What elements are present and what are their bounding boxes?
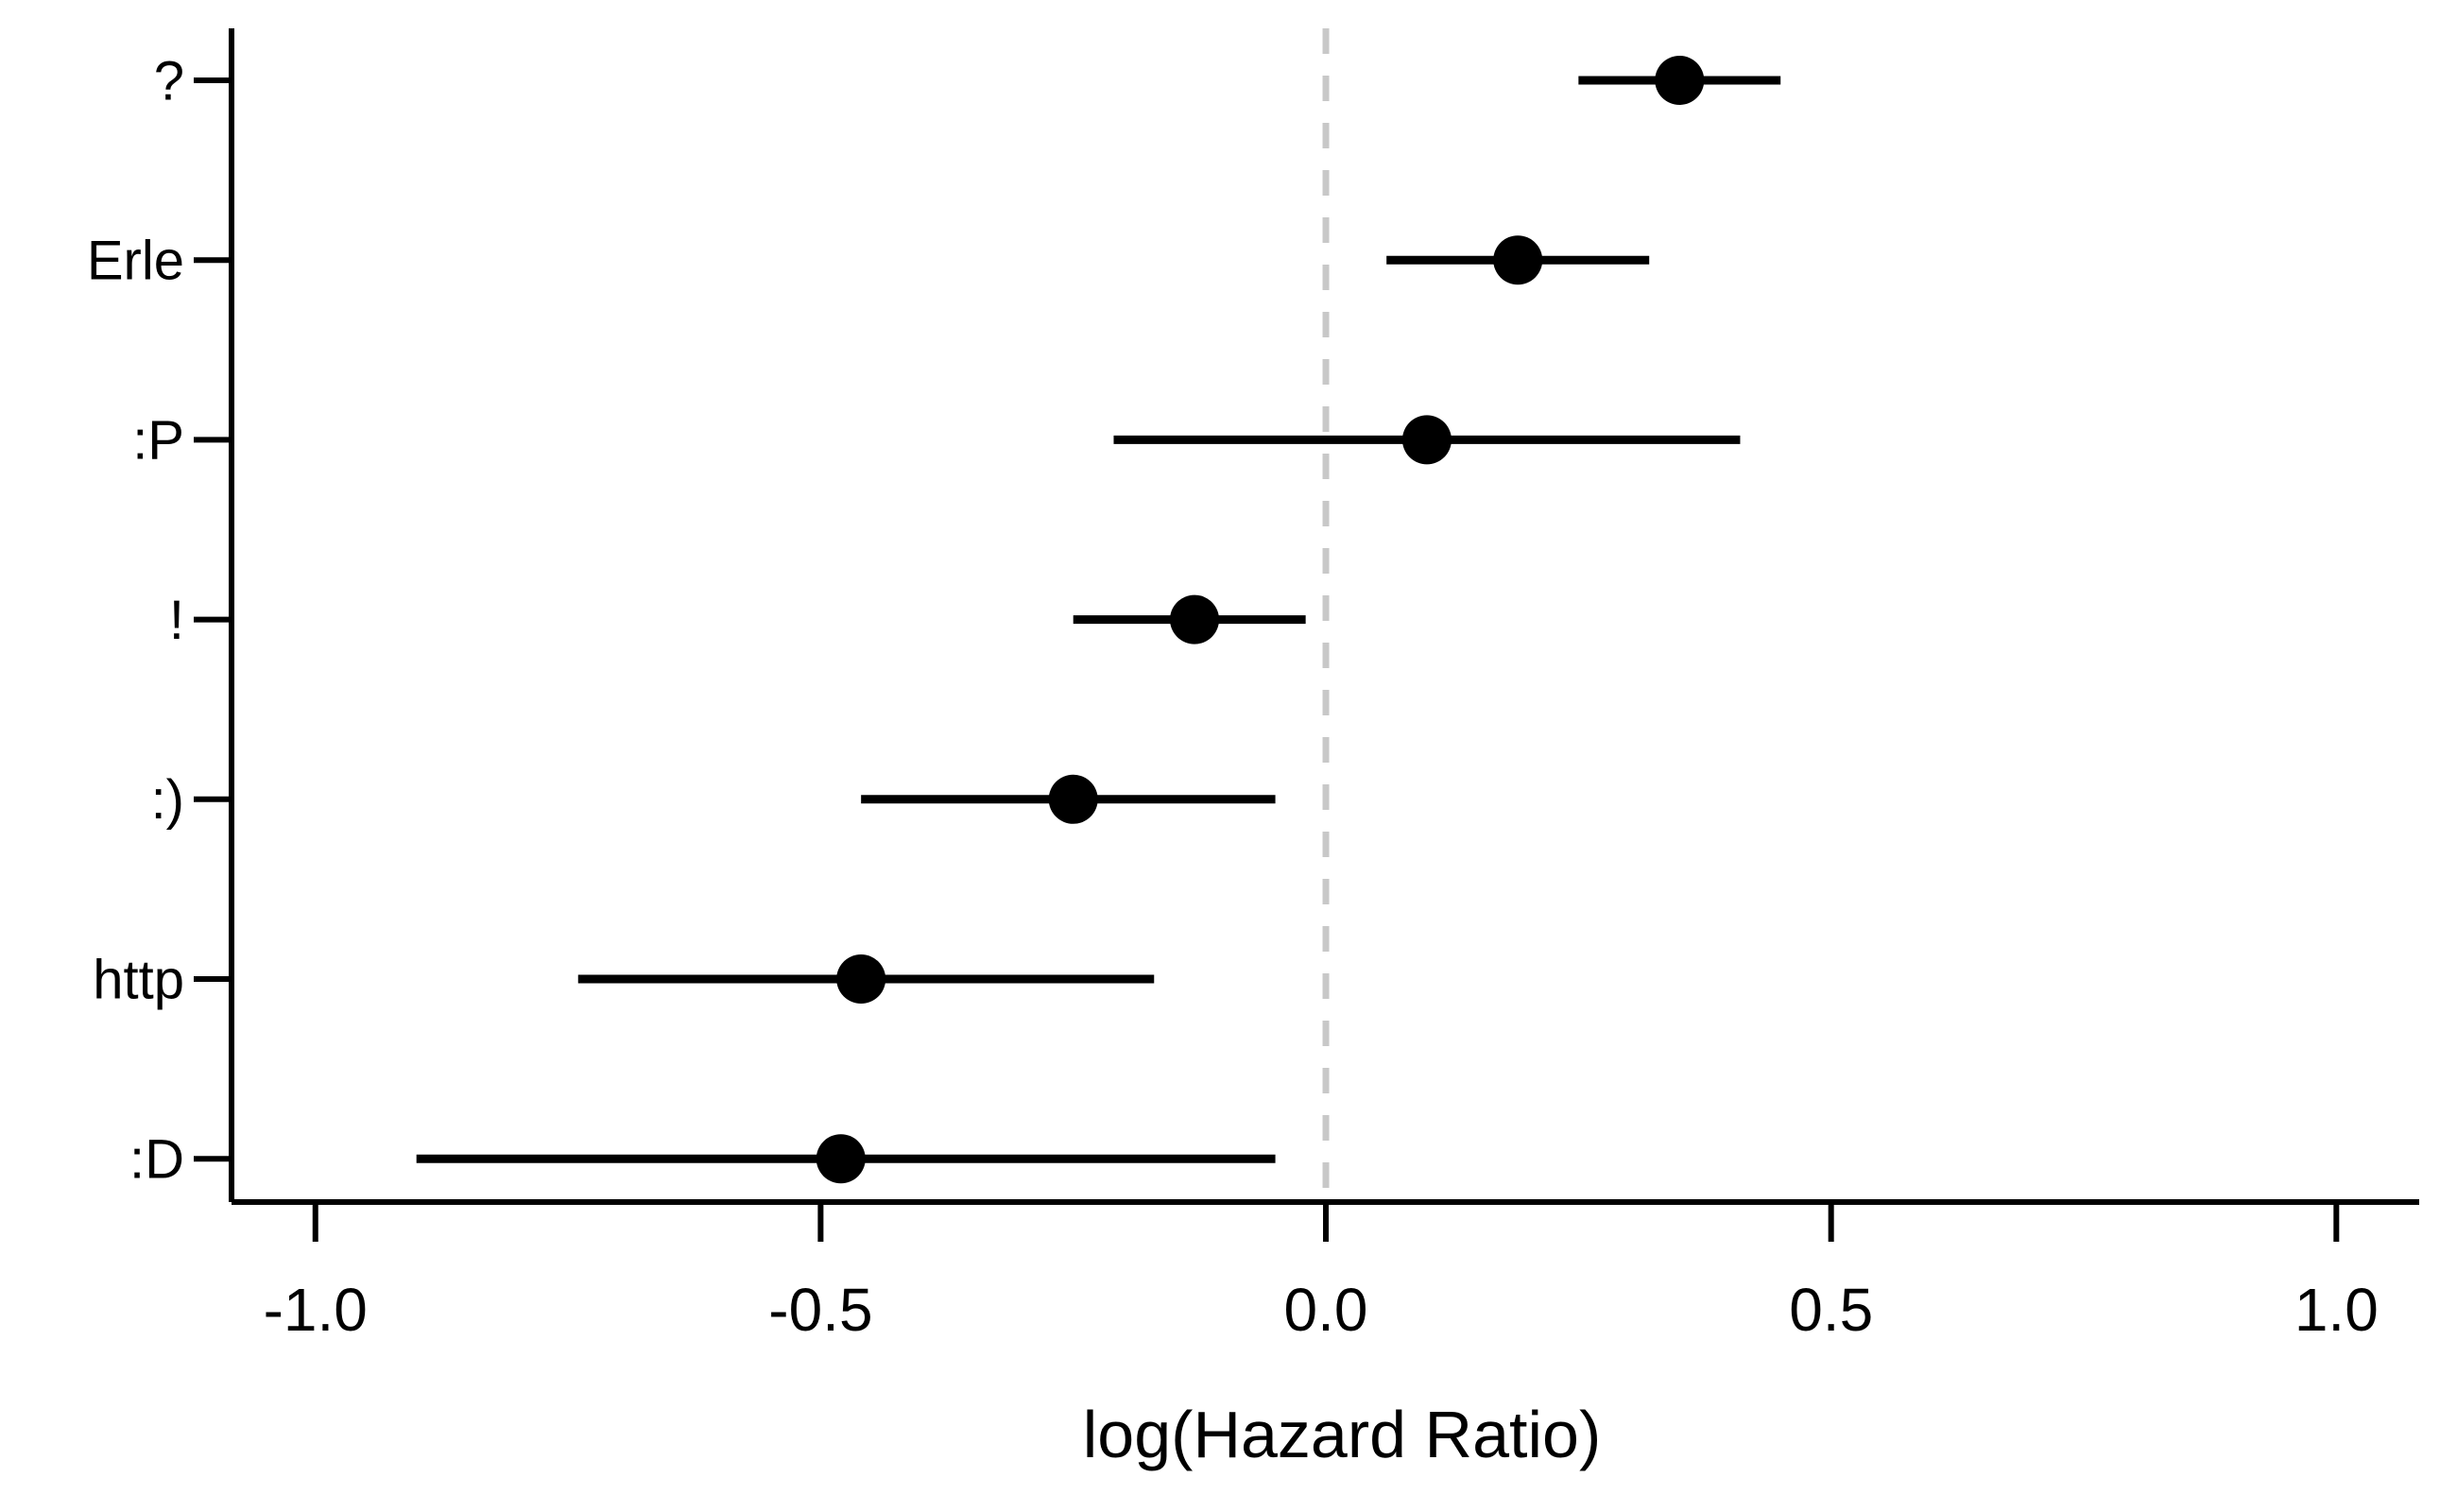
- point-estimate-marker: [836, 954, 886, 1004]
- x-tick-label: 0.5: [1789, 1276, 1873, 1344]
- x-tick-label: 1.0: [2294, 1276, 2379, 1344]
- point-estimate-marker: [1170, 594, 1220, 644]
- point-estimate-marker: [1048, 774, 1098, 824]
- point-estimate-marker: [1655, 56, 1705, 105]
- point-estimate-marker: [1493, 235, 1543, 285]
- point-estimate-marker: [816, 1134, 866, 1184]
- point-estimate-marker: [1401, 415, 1452, 465]
- x-tick-label: -0.5: [768, 1276, 872, 1344]
- axis-labels-layer: ? Erle :P!:) http :D -1.0 -0.5 0.0 0.5 1.0: [87, 50, 2379, 1344]
- x-axis-title: log(Hazard Ratio): [1083, 1398, 1602, 1471]
- y-category-label: ?: [154, 50, 184, 112]
- y-category-label: :): [151, 769, 184, 831]
- data-rows-layer: [416, 56, 1781, 1184]
- y-category-label: Erle: [87, 231, 184, 292]
- y-category-label: http: [93, 949, 184, 1010]
- axes-layer: [194, 28, 2419, 1242]
- x-tick-label: -1.0: [264, 1276, 368, 1344]
- y-category-label: :D: [129, 1129, 184, 1191]
- y-category-label: :P: [132, 410, 184, 472]
- x-tick-label: 0.0: [1284, 1276, 1368, 1344]
- y-category-label: !: [169, 590, 184, 651]
